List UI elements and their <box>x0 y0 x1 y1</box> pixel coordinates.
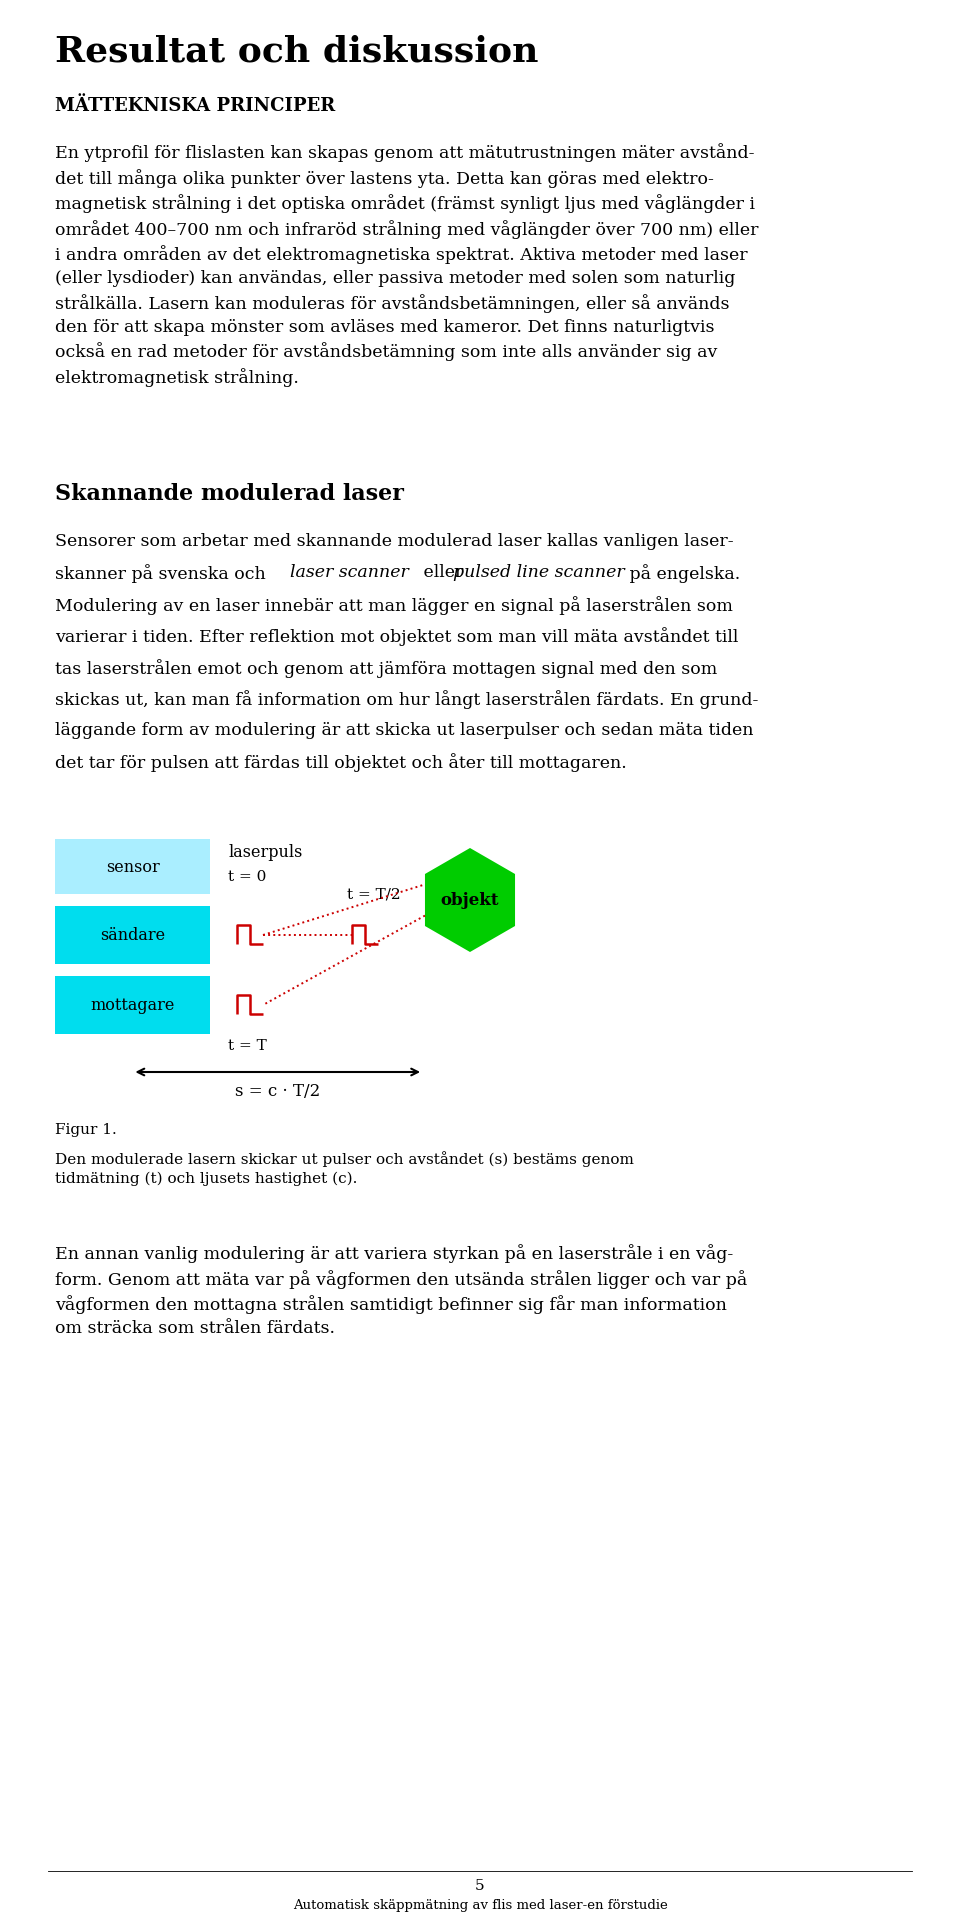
Text: pulsed line scanner: pulsed line scanner <box>453 565 625 582</box>
Bar <box>55 976 210 1034</box>
Text: sensor: sensor <box>106 859 159 875</box>
Bar <box>55 907 210 965</box>
Text: skickas ut, kan man få information om hur långt laserstrålen färdats. En grund-: skickas ut, kan man få information om hu… <box>55 691 758 708</box>
Text: laser scanner: laser scanner <box>290 565 408 582</box>
Text: Skannande modulerad laser: Skannande modulerad laser <box>55 482 404 505</box>
Text: t = T: t = T <box>228 1039 267 1053</box>
Text: läggande form av modulering är att skicka ut laserpulser och sedan mäta tiden: läggande form av modulering är att skick… <box>55 722 754 739</box>
Text: laserpuls: laserpuls <box>228 844 302 861</box>
Text: på engelska.: på engelska. <box>624 565 740 584</box>
Text: t = T/2: t = T/2 <box>347 888 400 901</box>
Text: En ytprofil för flislasten kan skapas genom att mätutrustningen mäter avstånd-
d: En ytprofil för flislasten kan skapas ge… <box>55 144 758 387</box>
Text: Resultat och diskussion: Resultat och diskussion <box>55 34 539 69</box>
Text: tas laserstrålen emot och genom att jämföra mottagen signal med den som: tas laserstrålen emot och genom att jämf… <box>55 658 717 678</box>
Text: MÄTTEKNISKA PRINCIPER: MÄTTEKNISKA PRINCIPER <box>55 98 335 115</box>
Text: 5: 5 <box>475 1878 485 1893</box>
Text: skanner på svenska och: skanner på svenska och <box>55 565 272 584</box>
Text: objekt: objekt <box>441 892 499 909</box>
Text: Automatisk skäppmätning av flis med laser-en förstudie: Automatisk skäppmätning av flis med lase… <box>293 1899 667 1910</box>
Text: sändare: sändare <box>100 926 165 944</box>
Polygon shape <box>425 848 515 953</box>
Text: Sensorer som arbetar med skannande modulerad laser kallas vanligen laser-: Sensorer som arbetar med skannande modul… <box>55 532 733 549</box>
Bar <box>55 840 210 894</box>
Text: Den modulerade lasern skickar ut pulser och avståndet (s) bestäms genom
tidmätni: Den modulerade lasern skickar ut pulser … <box>55 1150 634 1185</box>
Text: En annan vanlig modulering är att variera styrkan på en laserstråle i en våg-
fo: En annan vanlig modulering är att varier… <box>55 1244 747 1336</box>
Text: Modulering av en laser innebär att man lägger en signal på laserstrålen som: Modulering av en laser innebär att man l… <box>55 595 732 614</box>
Text: mottagare: mottagare <box>90 997 175 1014</box>
Text: eller: eller <box>419 565 469 582</box>
Text: det tar för pulsen att färdas till objektet och åter till mottagaren.: det tar för pulsen att färdas till objek… <box>55 752 627 771</box>
Text: s = c · T/2: s = c · T/2 <box>235 1083 321 1099</box>
Text: t = 0: t = 0 <box>228 869 266 884</box>
Text: varierar i tiden. Efter reflektion mot objektet som man vill mäta avståndet till: varierar i tiden. Efter reflektion mot o… <box>55 628 738 647</box>
Text: Figur 1.: Figur 1. <box>55 1122 117 1137</box>
